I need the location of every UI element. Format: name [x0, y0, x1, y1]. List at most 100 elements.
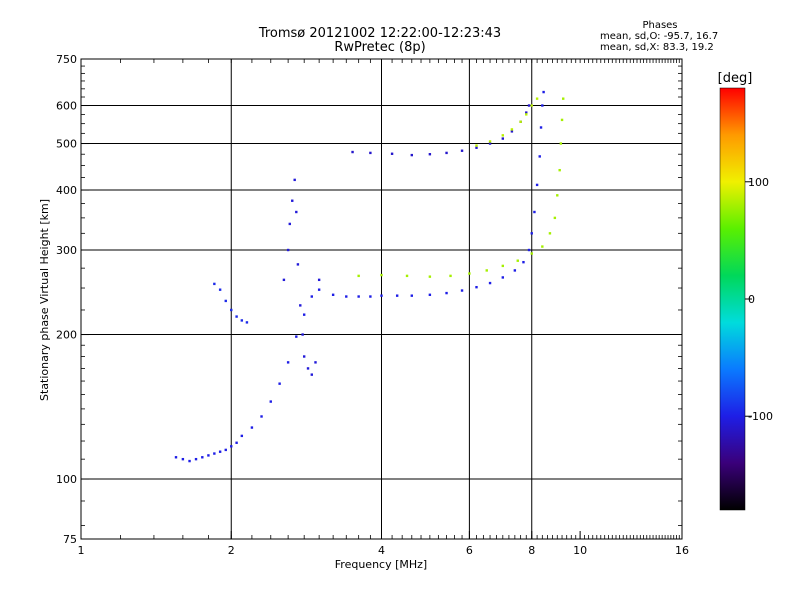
echo-point	[240, 319, 244, 322]
x-axis-ticks: 1 2 4 6 8 10 16	[78, 531, 689, 557]
echo-point	[449, 274, 452, 278]
chart-title-block: Tromsø 20121002 12:22:00-12:23:43 RwPret…	[200, 27, 560, 55]
echo-point	[286, 361, 290, 364]
echo-point	[556, 194, 559, 197]
echo-point	[410, 153, 413, 157]
echo-point	[310, 295, 313, 298]
echo-point	[296, 263, 300, 266]
echo-point	[553, 216, 557, 220]
echo-point	[527, 104, 531, 107]
echo-point	[295, 210, 298, 214]
echo-point	[250, 426, 254, 429]
echo-point	[541, 104, 544, 107]
phases-o-mode-stats: mean, sd,O: -95.7, 16.7	[600, 31, 719, 42]
echo-point	[357, 274, 360, 278]
echo-point	[390, 152, 394, 155]
echo-point	[380, 273, 383, 277]
echo-point	[218, 450, 222, 453]
x-tick-label: 4	[378, 544, 385, 557]
echo-point	[245, 321, 249, 324]
y-tick-label: 75	[63, 533, 77, 546]
echo-point	[535, 183, 539, 187]
colorbar-tick-label: 100	[748, 176, 769, 189]
echo-point	[395, 294, 399, 297]
echo-point	[299, 304, 302, 307]
x-tick-label: 1	[78, 544, 85, 557]
echo-point	[525, 111, 528, 114]
echo-point	[519, 120, 522, 123]
echo-point	[188, 459, 191, 463]
echo-point	[516, 259, 519, 262]
colorbar-tick-label: 0	[748, 293, 755, 306]
echo-point	[181, 457, 185, 461]
echo-point	[525, 113, 528, 116]
echo-point	[488, 281, 492, 285]
y-tick-label: 100	[56, 473, 77, 486]
echo-point	[522, 260, 525, 264]
echo-point	[428, 275, 432, 278]
y-tick-label: 600	[56, 100, 77, 113]
echo-point	[357, 295, 360, 298]
echo-point	[548, 232, 552, 235]
echo-point	[230, 308, 233, 312]
x-tick-label: 16	[675, 544, 689, 557]
echo-point	[302, 355, 306, 358]
phases-stats-box: Phases mean, sd,O: -95.7, 16.7 mean, sd,…	[600, 20, 720, 53]
echo-point	[475, 144, 478, 147]
echo-point	[351, 150, 354, 154]
y-tick-label: 750	[56, 53, 77, 66]
echo-point	[240, 434, 244, 438]
echo-point	[235, 315, 238, 318]
echo-points	[174, 90, 565, 463]
echo-point	[558, 168, 561, 172]
echo-point	[301, 333, 304, 336]
echo-point	[314, 361, 317, 364]
echo-point	[460, 289, 464, 292]
echo-point	[293, 178, 296, 182]
x-tick-label: 6	[466, 544, 473, 557]
echo-point	[541, 245, 544, 248]
echo-point	[535, 97, 539, 100]
echo-point	[475, 285, 478, 289]
echo-point	[218, 288, 222, 291]
chart-title: Tromsø 20121002 12:22:00-12:23:43	[258, 26, 502, 41]
echo-point	[559, 142, 563, 145]
echo-point	[317, 278, 321, 282]
echo-point	[317, 288, 321, 291]
echo-point	[380, 294, 383, 297]
echo-point	[445, 291, 448, 295]
echo-point	[445, 151, 448, 155]
echo-point	[213, 452, 216, 455]
echo-point	[428, 293, 432, 296]
minor-ticks	[81, 59, 683, 539]
echo-point	[278, 382, 281, 385]
echo-point	[539, 126, 543, 129]
echo-point	[331, 293, 335, 296]
echo-point	[224, 448, 227, 452]
y-tick-label: 400	[56, 184, 77, 197]
echo-point	[513, 269, 517, 272]
echo-point	[235, 441, 238, 444]
echo-point	[310, 373, 313, 376]
echo-point	[288, 222, 291, 226]
echo-point	[501, 134, 505, 137]
echo-point	[485, 269, 488, 272]
echo-point	[530, 252, 533, 255]
echo-point	[468, 272, 471, 275]
echo-point	[530, 104, 533, 107]
echo-point	[201, 456, 204, 459]
echo-point	[533, 210, 536, 214]
y-tick-label: 300	[56, 244, 77, 257]
y-tick-label: 500	[56, 138, 77, 151]
echo-point	[295, 335, 298, 338]
echo-point	[410, 294, 413, 297]
echo-point	[213, 282, 216, 286]
x-tick-label: 10	[573, 544, 587, 557]
echo-point	[527, 248, 531, 252]
y-tick-label: 200	[56, 329, 77, 342]
chart-subtitle: RwPretec (8p)	[334, 40, 426, 55]
phases-title: Phases	[642, 20, 678, 31]
echo-point	[428, 153, 432, 156]
echo-point	[562, 97, 565, 100]
echo-point	[510, 128, 514, 131]
